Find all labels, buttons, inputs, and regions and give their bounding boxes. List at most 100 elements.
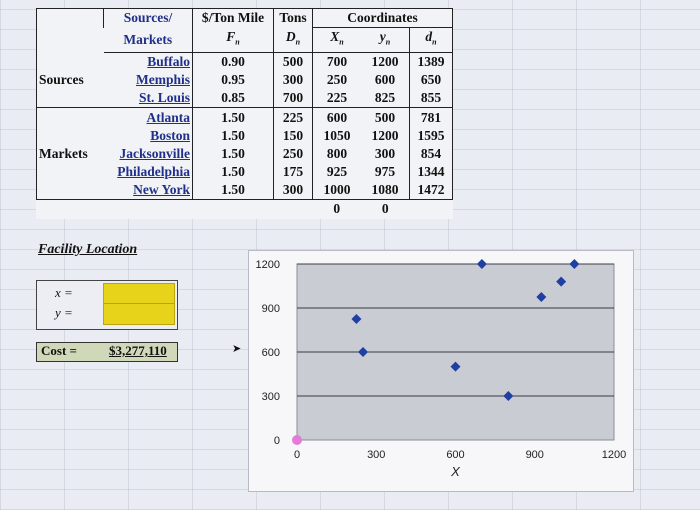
x-label: x = [55, 285, 73, 300]
y-tick-label: 900 [262, 303, 280, 315]
caret-right-icon: ➤ [232, 343, 242, 355]
table-row: Markets Jacksonville 1.50 250 800 300 85… [36, 144, 453, 163]
distance-value: 1344 [409, 163, 453, 182]
y-value: 1200 [371, 53, 399, 69]
x-symbol: X [330, 29, 340, 45]
distance-data-table: Sources/ $/Ton Mile Tons Coordinates Mar… [36, 7, 453, 219]
y-value: 1200 [371, 127, 399, 143]
data-point-diamond [556, 276, 567, 287]
header-rate-1: $/Ton Mile [192, 7, 274, 28]
header-x: Xn [312, 27, 361, 53]
corner-cell [36, 7, 104, 28]
x-axis-label: X [450, 464, 461, 479]
y-value: 600 [374, 72, 396, 88]
x-value: 225 [312, 89, 361, 109]
y-value: 1080 [361, 181, 410, 201]
table-row: Buffalo 0.90 500 700 1200 1389 [36, 52, 453, 72]
tons-value: 225 [273, 107, 313, 127]
y-tick-label: 600 [262, 347, 280, 359]
rate-value: 1.50 [192, 126, 274, 145]
tons-symbol: D [285, 28, 296, 44]
distance-value: 1472 [409, 181, 453, 201]
header-tons-2: Dn [273, 27, 313, 53]
rate-subscript: n [235, 37, 240, 47]
y-value: 975 [374, 164, 396, 180]
data-point-diamond [536, 292, 547, 302]
distance-value: 854 [409, 144, 453, 163]
tons-subscript: n [295, 37, 301, 47]
group-cell [36, 107, 104, 127]
table-row: Philadelphia 1.50 175 925 975 1344 [36, 163, 453, 182]
tons-value: 700 [273, 89, 313, 109]
data-point-diamond [503, 391, 514, 401]
y-value: 300 [374, 145, 396, 161]
distance-value: 650 [409, 71, 453, 90]
header-d: dn [409, 27, 453, 53]
facility-location-title: Facility Location [38, 242, 138, 257]
y-value: 825 [361, 89, 410, 109]
y-value: 500 [374, 109, 396, 125]
rate-value: 0.90 [192, 52, 274, 72]
data-point-diamond [476, 259, 487, 269]
distance-value: 1595 [409, 126, 453, 145]
location-name: Memphis [136, 72, 190, 88]
tons-value: 300 [273, 181, 313, 201]
group-cell [36, 89, 104, 109]
location-name: New York [103, 181, 193, 201]
x-value: 1000 [312, 181, 361, 201]
x-value: 250 [312, 71, 361, 90]
d-symbol: d [425, 29, 433, 45]
table-row: Sources Memphis 0.95 300 250 600 650 [36, 71, 453, 90]
cost-label: Cost = [41, 343, 77, 358]
x-value: 1050 [312, 126, 361, 145]
tons-value: 150 [273, 126, 313, 145]
tons-value: 500 [273, 52, 313, 72]
rate-value: 1.50 [192, 163, 274, 182]
table-row: St. Louis 0.85 700 225 825 855 [36, 89, 453, 109]
facility-point [292, 435, 302, 445]
facility-input-box: x = y = [36, 280, 178, 330]
x-subscript: n [339, 37, 344, 47]
rate-value: 1.50 [192, 144, 274, 163]
header-coordinates: Coordinates [312, 7, 453, 29]
table-row: Boston 1.50 150 1050 1200 1595 [36, 126, 453, 145]
location-name: St. Louis [103, 89, 193, 109]
location-name: Boston [150, 127, 190, 143]
x-tick-label: 900 [526, 449, 544, 461]
group-cell [36, 126, 104, 145]
header-y: yn [361, 27, 410, 53]
y-label: y = [55, 305, 73, 320]
header-sources-markets-1: Sources/ [103, 7, 193, 28]
d-subscript: n [432, 37, 437, 47]
group-cell [36, 181, 104, 201]
group-label-sources: Sources [36, 71, 104, 90]
distance-value: 781 [409, 107, 453, 127]
rate-symbol: F [226, 28, 236, 44]
rate-value: 0.85 [192, 89, 274, 109]
y-tick-label: 1200 [256, 259, 280, 271]
data-point-diamond [450, 361, 461, 372]
x-value: 925 [312, 163, 361, 182]
cost-box[interactable]: Cost = $3,277,110 [36, 342, 178, 362]
x-value: 800 [312, 144, 361, 163]
data-point-diamond [351, 314, 362, 324]
sum-x-value: 0 [333, 201, 341, 217]
x-tick-label: 600 [446, 449, 464, 461]
distance-value: 1389 [409, 52, 453, 72]
tons-value: 250 [273, 144, 313, 163]
location-name: Atlanta [146, 109, 191, 125]
data-point-diamond [569, 259, 580, 269]
y-input-cell[interactable] [103, 303, 175, 325]
rate-value: 1.50 [192, 107, 274, 127]
y-tick-label: 300 [262, 391, 280, 403]
x-tick-label: 0 [294, 449, 300, 461]
data-point-diamond [358, 347, 369, 357]
x-value: 600 [312, 107, 361, 127]
rate-value: 0.95 [192, 71, 274, 90]
group-label-markets: Markets [36, 144, 104, 163]
corner-cell-2 [36, 27, 104, 53]
y-subscript: n [385, 37, 391, 47]
sum-y-value: 0 [381, 201, 389, 217]
tons-value: 175 [273, 163, 313, 182]
x-value: 700 [312, 52, 361, 72]
